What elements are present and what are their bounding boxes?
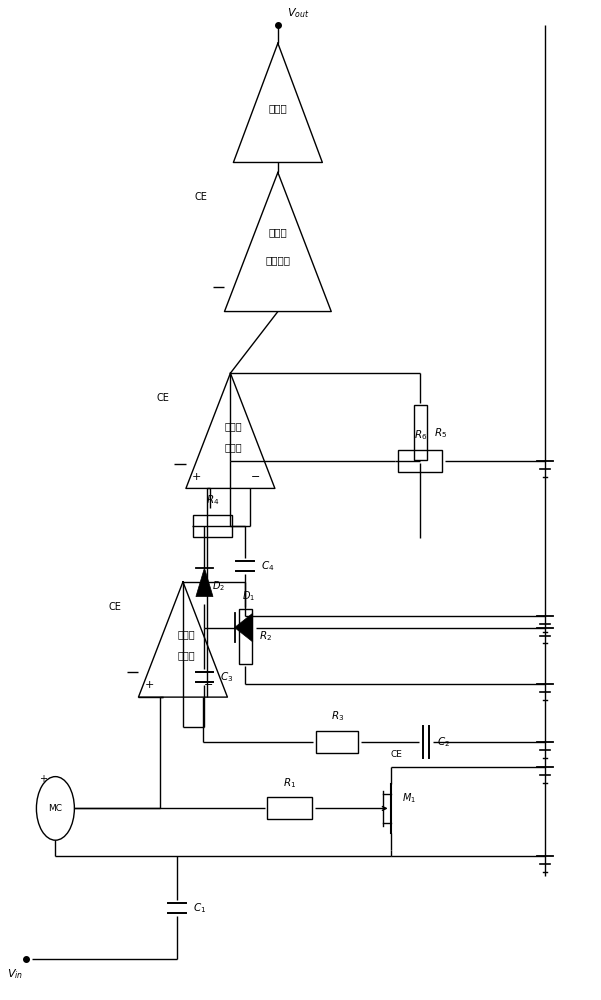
Text: CE: CE bbox=[156, 393, 169, 403]
Text: 反向器: 反向器 bbox=[269, 103, 287, 113]
Text: −: − bbox=[204, 680, 213, 690]
Bar bbox=[194, 515, 232, 537]
Text: 大器１: 大器１ bbox=[177, 650, 195, 660]
Text: +: + bbox=[144, 680, 154, 690]
Text: +: + bbox=[192, 472, 201, 482]
Bar bbox=[317, 731, 358, 753]
Bar bbox=[413, 405, 427, 460]
Text: 大器２: 大器２ bbox=[225, 442, 242, 452]
Text: CE: CE bbox=[109, 602, 122, 612]
Text: 施密特: 施密特 bbox=[269, 227, 287, 237]
Polygon shape bbox=[234, 613, 252, 642]
Text: +: + bbox=[40, 774, 47, 784]
Bar bbox=[398, 450, 442, 472]
Text: $C_3$: $C_3$ bbox=[221, 670, 234, 684]
Text: $R_3$: $R_3$ bbox=[331, 709, 344, 723]
Text: $V_{out}$: $V_{out}$ bbox=[287, 7, 310, 20]
Text: −: − bbox=[251, 472, 261, 482]
Text: $D_1$: $D_1$ bbox=[242, 589, 255, 603]
Bar bbox=[239, 609, 252, 664]
Text: CE: CE bbox=[195, 192, 208, 202]
Text: $R_1$: $R_1$ bbox=[283, 776, 296, 790]
Text: $C_4$: $C_4$ bbox=[261, 559, 275, 573]
Text: $R_5$: $R_5$ bbox=[434, 426, 447, 440]
Text: MC: MC bbox=[49, 804, 63, 813]
Text: $R_6$: $R_6$ bbox=[413, 428, 427, 442]
Polygon shape bbox=[196, 568, 213, 597]
Text: $R_2$: $R_2$ bbox=[259, 630, 272, 643]
Text: 运算放: 运算放 bbox=[177, 630, 195, 640]
Text: $D_2$: $D_2$ bbox=[212, 579, 225, 593]
Text: $R_4$: $R_4$ bbox=[206, 494, 219, 507]
Text: $V_{in}$: $V_{in}$ bbox=[7, 967, 23, 981]
Text: 整形电路: 整形电路 bbox=[266, 255, 290, 265]
Text: 运算放: 运算放 bbox=[225, 421, 242, 431]
Text: $C_1$: $C_1$ bbox=[193, 901, 206, 915]
Text: CE: CE bbox=[391, 750, 403, 759]
Text: $C_2$: $C_2$ bbox=[436, 735, 450, 749]
Bar bbox=[267, 797, 312, 819]
Text: $M_1$: $M_1$ bbox=[403, 792, 416, 805]
